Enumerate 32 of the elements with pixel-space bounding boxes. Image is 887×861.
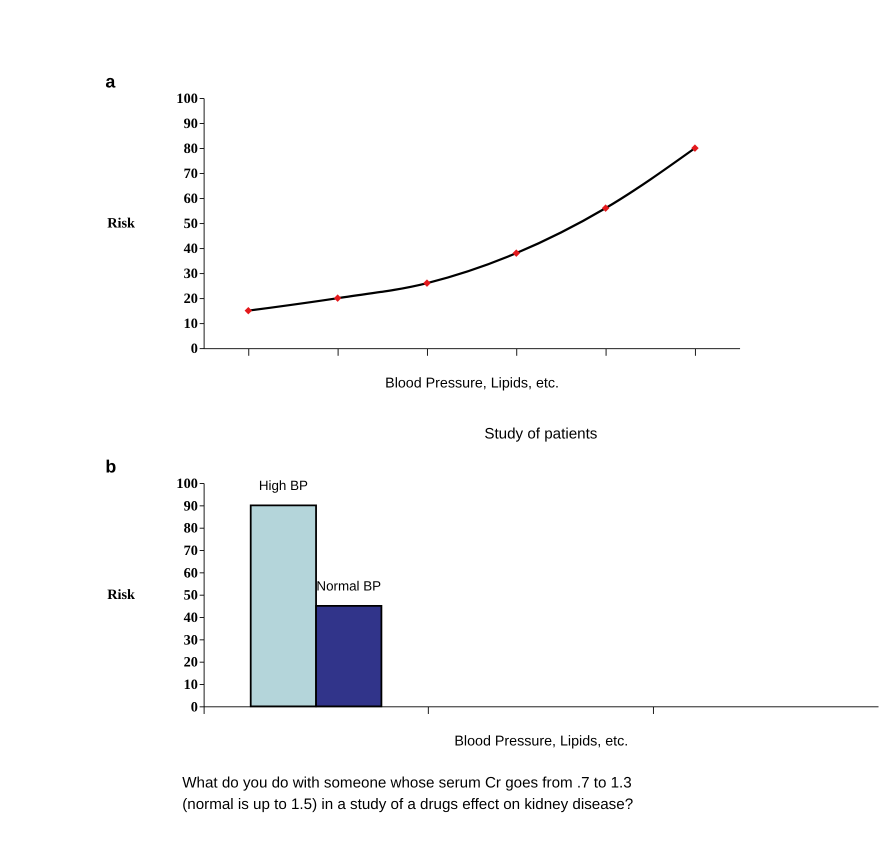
y-tick-label: 90 [184, 116, 198, 132]
y-tick-label: 100 [176, 90, 198, 107]
y-tick-label: 70 [184, 542, 198, 559]
series-label: Normal BP [316, 578, 382, 594]
y-tick-label: 50 [184, 216, 198, 232]
x-axis-title: Blood Pressure, Lipids, etc. [385, 375, 560, 392]
y-tick-label: 40 [184, 610, 198, 626]
y-tick-label: 80 [184, 141, 198, 158]
y-tick-label: 10 [184, 676, 198, 693]
y-tick-label: 10 [184, 316, 198, 332]
text: b [105, 456, 116, 476]
chart-title: Study of patients [484, 425, 598, 442]
y-axis-title: Risk [107, 587, 136, 604]
y-axis-title: Risk [107, 216, 136, 232]
x-axis-title: Blood Pressure, Lipids, etc. [454, 734, 628, 750]
y-tick-label: 90 [184, 498, 198, 514]
y-tick-label: 50 [184, 588, 198, 604]
y-tick-label: 30 [184, 632, 198, 648]
y-tick-label: 80 [184, 520, 198, 537]
y-tick-label: 20 [184, 654, 198, 671]
y-tick-label: 0 [190, 699, 198, 716]
y-tick-label: 100 [176, 476, 198, 492]
y-tick-label: 0 [190, 341, 198, 358]
text: What do you do with someone whose serum Cr goes from .7 to 1.3 (normal is up to 1.5) in a study of a drugs effect on kidney disease? [182, 774, 634, 814]
y-tick-label: 60 [184, 191, 198, 208]
text: a [105, 71, 116, 92]
y-tick-label: 60 [184, 565, 198, 582]
y-tick-label: 30 [184, 266, 198, 282]
y-tick-label: 70 [184, 166, 198, 182]
y-tick-label: 40 [184, 241, 198, 258]
y-tick-label: 20 [184, 291, 198, 308]
series-label: High BP [258, 478, 308, 494]
